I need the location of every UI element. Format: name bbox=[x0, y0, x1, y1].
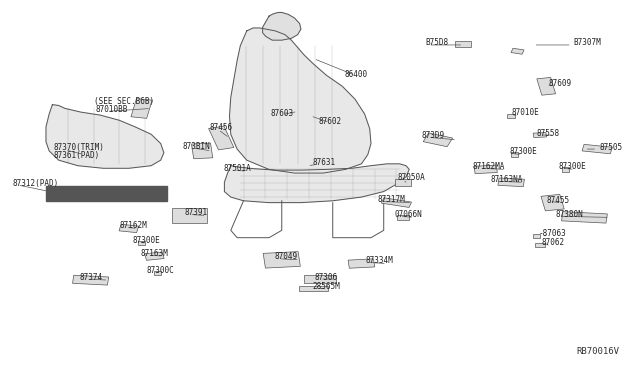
Polygon shape bbox=[225, 164, 409, 203]
Text: 87374: 87374 bbox=[79, 273, 102, 282]
Text: RB70016V: RB70016V bbox=[577, 347, 620, 356]
Polygon shape bbox=[300, 286, 328, 291]
Polygon shape bbox=[262, 13, 301, 40]
Text: 87300E: 87300E bbox=[559, 162, 587, 171]
Text: B7307M: B7307M bbox=[573, 38, 601, 47]
Text: 87162MA: 87162MA bbox=[473, 162, 506, 171]
Polygon shape bbox=[561, 212, 607, 223]
Text: 87370(TRIM): 87370(TRIM) bbox=[54, 144, 104, 153]
Text: 87391: 87391 bbox=[185, 208, 208, 217]
Polygon shape bbox=[154, 270, 161, 275]
Polygon shape bbox=[397, 215, 408, 219]
Text: 87306: 87306 bbox=[315, 273, 338, 282]
Polygon shape bbox=[348, 259, 375, 268]
Text: 87380N: 87380N bbox=[556, 210, 584, 219]
Text: 87455: 87455 bbox=[546, 196, 570, 205]
Text: 87010E: 87010E bbox=[511, 108, 539, 118]
Text: 87317M: 87317M bbox=[378, 195, 405, 204]
Polygon shape bbox=[145, 252, 164, 260]
Text: 87609: 87609 bbox=[548, 79, 572, 88]
Text: 87631: 87631 bbox=[312, 158, 335, 167]
Polygon shape bbox=[561, 167, 569, 171]
Polygon shape bbox=[395, 179, 411, 186]
Text: 87062: 87062 bbox=[541, 238, 565, 247]
Text: B75D8: B75D8 bbox=[425, 38, 448, 47]
Polygon shape bbox=[511, 48, 524, 54]
Text: 87501A: 87501A bbox=[223, 164, 251, 173]
Polygon shape bbox=[533, 132, 547, 138]
Text: 87361(PAD): 87361(PAD) bbox=[54, 151, 100, 160]
Text: 87300C: 87300C bbox=[147, 266, 175, 275]
Polygon shape bbox=[119, 224, 139, 232]
Polygon shape bbox=[533, 234, 540, 238]
Text: 873D9: 873D9 bbox=[422, 131, 445, 140]
Text: 87163M: 87163M bbox=[140, 249, 168, 258]
Text: 07066N: 07066N bbox=[394, 210, 422, 219]
Text: 87334M: 87334M bbox=[365, 256, 393, 265]
Polygon shape bbox=[46, 105, 164, 168]
Text: 87300E: 87300E bbox=[509, 147, 537, 156]
Text: 87603: 87603 bbox=[270, 109, 293, 118]
Polygon shape bbox=[541, 195, 564, 211]
Polygon shape bbox=[498, 178, 524, 187]
Text: 87010BB: 87010BB bbox=[96, 105, 128, 114]
Text: (SEE SEC.B6B): (SEE SEC.B6B) bbox=[94, 97, 154, 106]
Polygon shape bbox=[138, 241, 145, 246]
Text: 87456: 87456 bbox=[210, 123, 233, 132]
Text: 87162M: 87162M bbox=[119, 221, 147, 230]
Polygon shape bbox=[423, 133, 452, 147]
Polygon shape bbox=[537, 77, 556, 95]
Text: 87050A: 87050A bbox=[397, 173, 426, 182]
Polygon shape bbox=[535, 243, 545, 247]
Polygon shape bbox=[263, 251, 300, 268]
Text: 87312(PAD): 87312(PAD) bbox=[13, 179, 59, 187]
Text: 86400: 86400 bbox=[344, 70, 367, 78]
Text: 873BIN: 873BIN bbox=[183, 142, 211, 151]
Polygon shape bbox=[209, 126, 234, 150]
Polygon shape bbox=[511, 153, 518, 157]
Text: 87049: 87049 bbox=[274, 252, 297, 262]
Text: 87300E: 87300E bbox=[132, 236, 160, 245]
Polygon shape bbox=[304, 275, 336, 283]
Text: 87505: 87505 bbox=[599, 143, 622, 152]
Polygon shape bbox=[191, 143, 212, 159]
Text: 87163NA: 87163NA bbox=[490, 175, 522, 184]
Polygon shape bbox=[230, 28, 371, 173]
Polygon shape bbox=[46, 186, 167, 201]
Polygon shape bbox=[474, 165, 497, 174]
Text: 28565M: 28565M bbox=[312, 282, 340, 291]
Polygon shape bbox=[381, 198, 412, 208]
Polygon shape bbox=[172, 208, 207, 223]
Text: 87602: 87602 bbox=[319, 117, 342, 126]
Text: -87063: -87063 bbox=[539, 229, 566, 238]
Polygon shape bbox=[508, 113, 515, 118]
Polygon shape bbox=[582, 144, 612, 154]
Polygon shape bbox=[456, 41, 471, 47]
Text: 87558: 87558 bbox=[537, 129, 560, 138]
Polygon shape bbox=[72, 275, 109, 285]
Polygon shape bbox=[131, 99, 152, 118]
